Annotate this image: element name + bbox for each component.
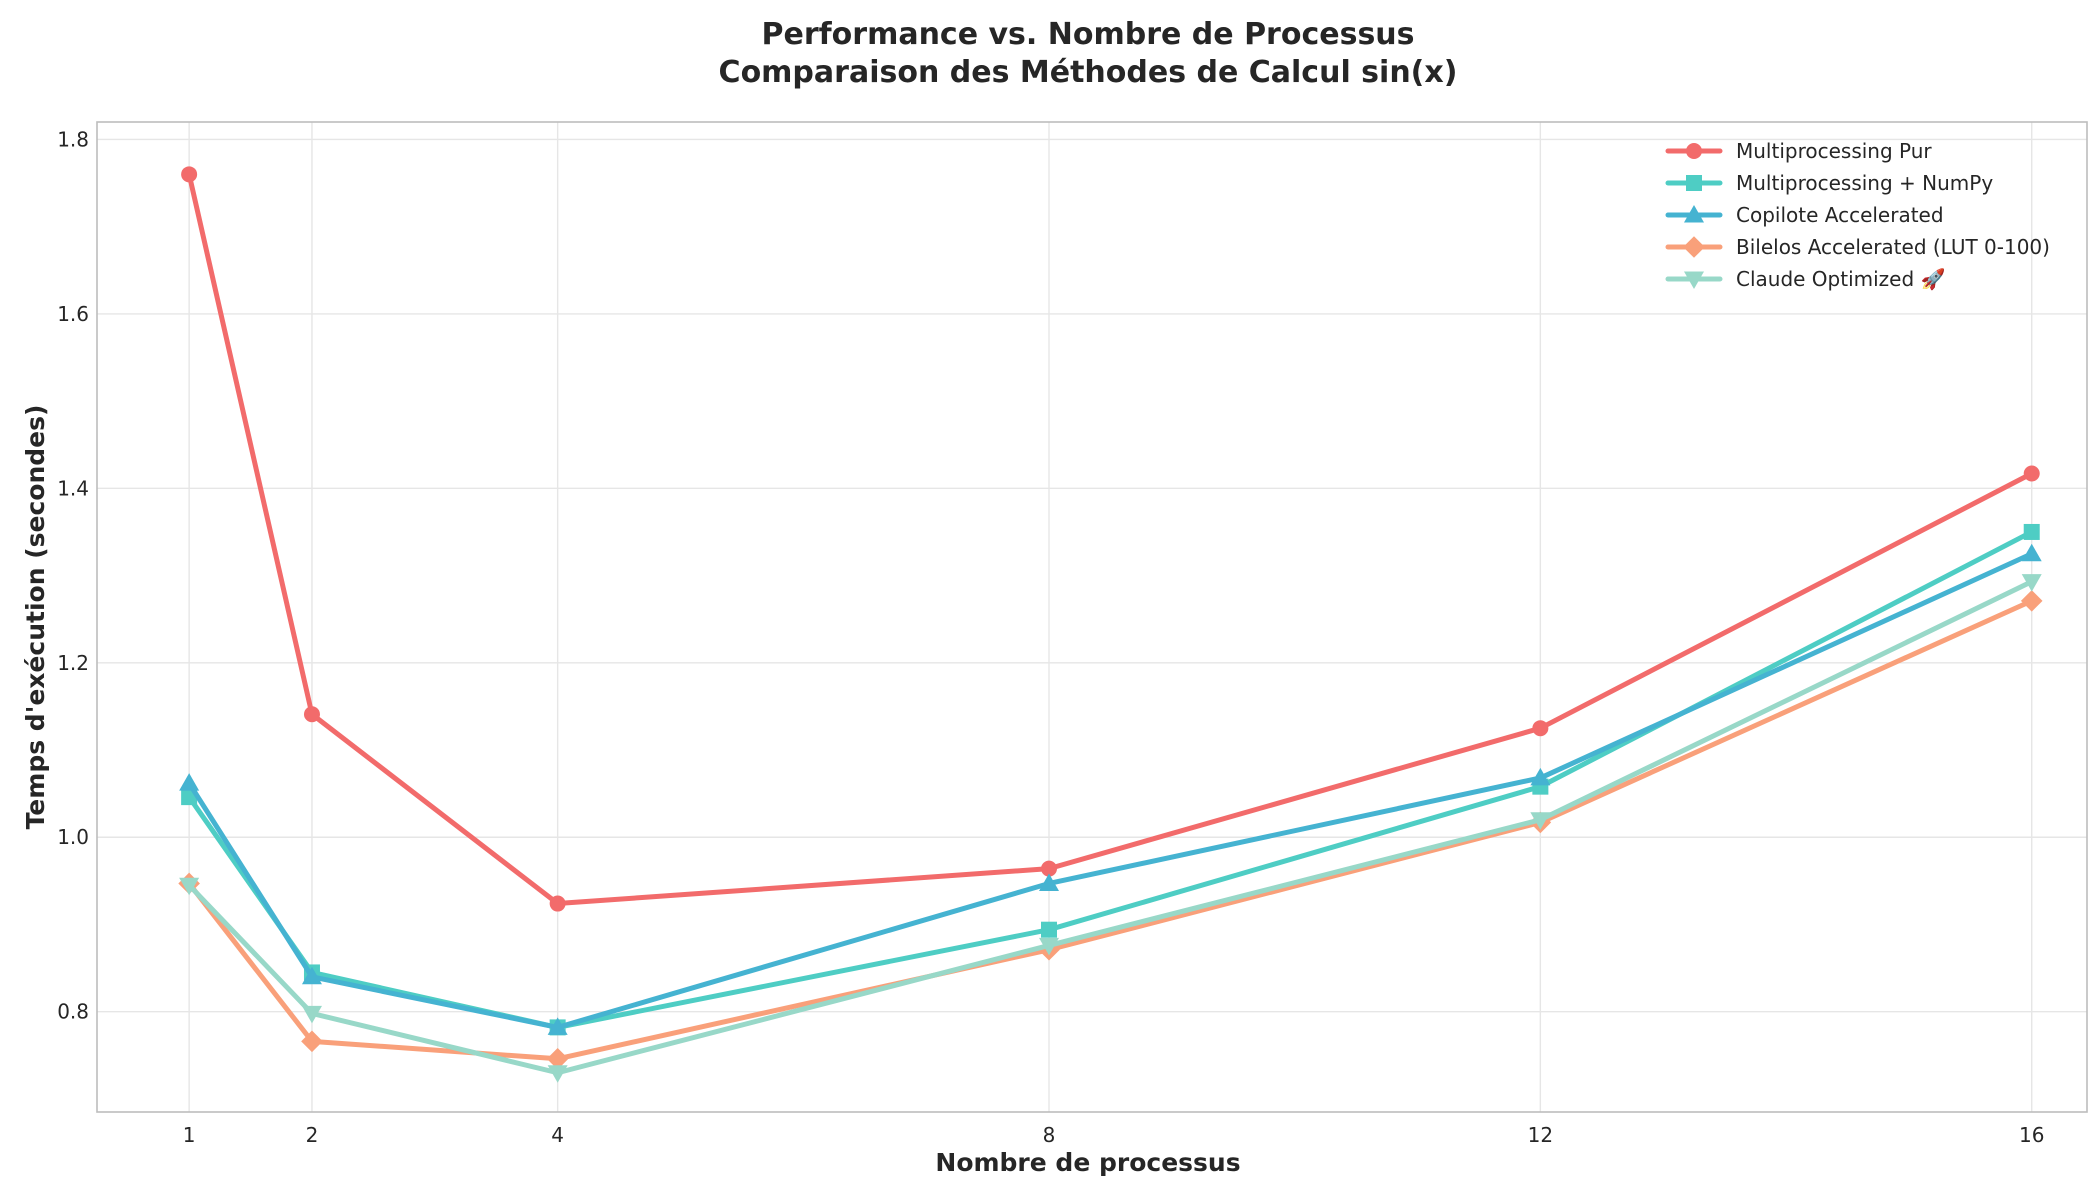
series-1: [181, 166, 2040, 912]
y-tick-label: 1.2: [57, 651, 89, 675]
x-tick-label: 8: [1043, 1123, 1056, 1147]
legend-label: Copilote Accelerated: [1736, 203, 1944, 227]
data-point: [547, 1017, 568, 1035]
series-line: [186, 598, 2035, 1062]
data-point: [1530, 812, 1551, 830]
data-point: [1039, 873, 1060, 891]
plot-frame: [96, 121, 2088, 1113]
series-line: [186, 551, 2035, 1030]
legend-label: Claude Optimized 🚀: [1736, 267, 1946, 291]
legend-item: Multiprocessing Pur: [1665, 139, 1932, 163]
legend-marker: [1684, 271, 1704, 289]
data-point: [179, 773, 200, 791]
series-line: [186, 579, 2035, 1076]
legend-item: Claude Optimized 🚀: [1665, 267, 1946, 291]
data-point: [303, 706, 320, 723]
x-tick-label: 4: [551, 1123, 564, 1147]
data-point: [301, 1030, 323, 1053]
data-point: [181, 166, 198, 183]
chart-subtitle: Comparaison des Méthodes de Calcul sin(x…: [719, 55, 1458, 90]
data-point: [301, 1005, 322, 1024]
legend-label: Bilelos Accelerated (LUT 0-100): [1736, 235, 2050, 259]
legend-marker: [1686, 175, 1702, 191]
x-tick-label: 2: [306, 1123, 319, 1147]
data-point: [2020, 590, 2043, 612]
data-point: [546, 1047, 569, 1070]
legend-marker: [1683, 236, 1705, 258]
series-line: [186, 171, 2035, 907]
data-point: [2021, 543, 2042, 562]
legend-item: Copilote Accelerated: [1665, 203, 1944, 227]
data-point: [179, 877, 200, 896]
series-5: [179, 574, 2042, 1083]
data-point: [301, 966, 322, 985]
x-tick-label: 16: [2019, 1123, 2044, 1147]
legend-marker: [1684, 205, 1704, 223]
x-tick-label: 1: [183, 1123, 196, 1147]
y-tick-label: 1.6: [57, 302, 89, 326]
y-tick-label: 1.4: [57, 476, 89, 500]
data-point: [2021, 574, 2042, 592]
legend-label: Multiprocessing Pur: [1736, 139, 1932, 163]
data-point: [547, 1065, 568, 1083]
x-axis-ticks: 1 2 4 8 12 16: [183, 1123, 2045, 1147]
data-point: [1532, 720, 1549, 737]
data-point: [1041, 860, 1058, 877]
data-point: [1039, 937, 1060, 956]
series-layer: [178, 166, 2043, 1083]
legend-item: Multiprocessing + NumPy: [1665, 171, 1993, 195]
data-point: [2023, 465, 2040, 482]
data-point: [549, 895, 566, 912]
y-axis-ticks: 0.8 1.0 1.2 1.4 1.6 1.8: [57, 127, 89, 1023]
legend-item: Bilelos Accelerated (LUT 0-100): [1665, 235, 2050, 259]
y-tick-label: 1.8: [57, 127, 89, 151]
chart-title: Performance vs. Nombre de Processus: [761, 17, 1414, 52]
data-point: [2023, 523, 2040, 540]
x-tick-label: 12: [1528, 1123, 1553, 1147]
data-point: [1530, 767, 1551, 786]
legend-label: Multiprocessing + NumPy: [1736, 171, 1993, 195]
x-axis-label: Nombre de processus: [935, 1148, 1240, 1177]
series-3: [179, 543, 2042, 1035]
y-axis-label: Temps d'exécution (secondes): [21, 405, 50, 830]
legend: Multiprocessing Pur Multiprocessing + Num…: [1665, 139, 2050, 291]
legend-marker: [1686, 143, 1702, 159]
y-tick-label: 1.0: [57, 825, 89, 849]
grid: [97, 122, 2087, 1112]
y-tick-label: 0.8: [57, 1000, 89, 1024]
data-point: [1041, 921, 1058, 938]
